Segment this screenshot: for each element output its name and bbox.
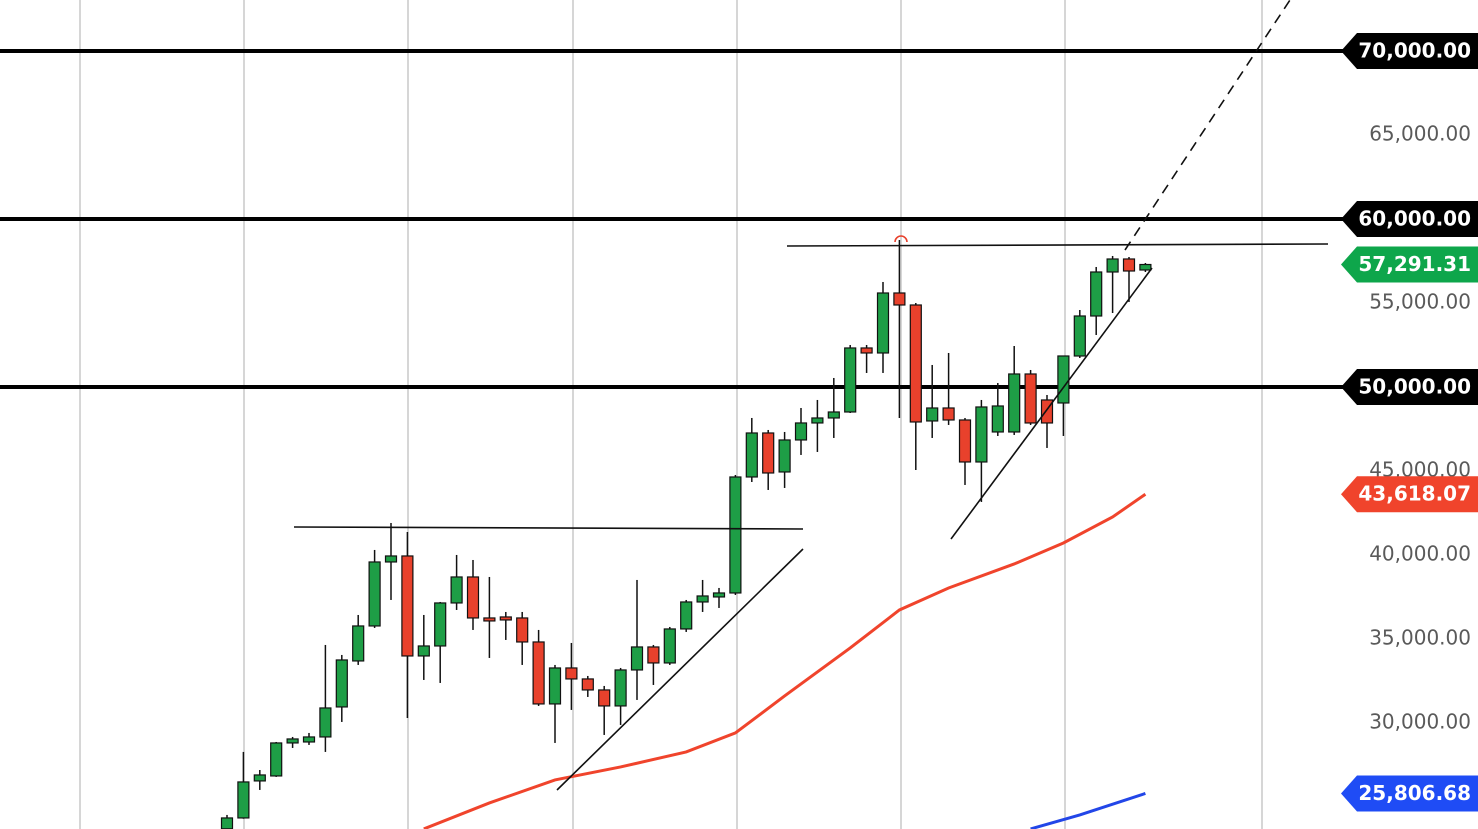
candle-body bbox=[1073, 315, 1086, 357]
candle-body bbox=[827, 411, 840, 419]
levels bbox=[0, 49, 1345, 389]
projection-line bbox=[1124, 0, 1291, 251]
price-tag-label: 25,806.68 bbox=[1358, 781, 1471, 805]
candle-body bbox=[302, 736, 316, 743]
candle-body bbox=[844, 347, 857, 413]
candle-body bbox=[516, 617, 529, 643]
ma-line bbox=[423, 492, 1147, 829]
resistance-line bbox=[786, 243, 1329, 247]
candle-body bbox=[860, 347, 873, 354]
price-tag-label: 43,618.07 bbox=[1358, 482, 1471, 506]
candle-body bbox=[548, 667, 562, 705]
price-tag bbox=[1341, 476, 1478, 513]
candle-body bbox=[368, 561, 381, 627]
candle-body bbox=[581, 678, 594, 691]
candle-body bbox=[1008, 373, 1021, 433]
y-tick-label: 35,000.00 bbox=[1369, 625, 1471, 649]
time-grid bbox=[79, 0, 1263, 829]
candle-body bbox=[893, 292, 906, 306]
candle-body bbox=[991, 405, 1004, 433]
ma-line bbox=[1030, 792, 1146, 829]
candle-body bbox=[319, 707, 332, 738]
candle-body bbox=[794, 422, 808, 441]
candle-body bbox=[434, 602, 447, 647]
moving-averages bbox=[423, 492, 1147, 829]
candle-body bbox=[630, 646, 644, 671]
price-tag-label: 70,000.00 bbox=[1358, 39, 1471, 63]
candle-body bbox=[1090, 271, 1103, 317]
candle-body bbox=[712, 592, 726, 598]
trend-line bbox=[556, 548, 804, 791]
price-tag-label: 50,000.00 bbox=[1358, 374, 1471, 398]
candle-body bbox=[909, 304, 922, 423]
candle-body bbox=[286, 738, 299, 744]
candle-body bbox=[1106, 258, 1119, 273]
candle-body bbox=[598, 689, 611, 707]
candle-body bbox=[384, 555, 398, 563]
price-tag bbox=[1341, 775, 1478, 812]
candle-body bbox=[270, 742, 283, 777]
peak-marker bbox=[894, 235, 908, 243]
candle-body bbox=[680, 601, 693, 630]
price-tag-label: 60,000.00 bbox=[1358, 207, 1471, 231]
candle-body bbox=[729, 476, 742, 594]
candle-body bbox=[745, 432, 758, 478]
candle-body bbox=[499, 616, 512, 621]
y-tick-label: 30,000.00 bbox=[1369, 709, 1471, 733]
candle-body bbox=[220, 817, 234, 829]
candle-body bbox=[1122, 258, 1136, 272]
candle-body bbox=[762, 432, 775, 474]
candle-body bbox=[942, 407, 955, 421]
candle-body bbox=[401, 555, 414, 657]
price-tag bbox=[1341, 246, 1478, 283]
candle-body bbox=[237, 781, 250, 819]
candle-body bbox=[663, 628, 676, 664]
candle-body bbox=[565, 667, 578, 680]
y-tick-label: 55,000.00 bbox=[1369, 290, 1471, 314]
price-axis: 30,000.0035,000.0040,000.0045,000.0050,0… bbox=[1341, 33, 1478, 812]
candle-body bbox=[532, 641, 545, 705]
candle-body bbox=[1139, 263, 1152, 271]
candle-body bbox=[466, 576, 480, 619]
candle-body bbox=[1024, 373, 1037, 424]
candle-body bbox=[696, 595, 709, 603]
candle-body bbox=[335, 659, 348, 708]
resistance-line bbox=[293, 526, 804, 530]
price-tag-label: 57,291.31 bbox=[1358, 252, 1471, 276]
candle-body bbox=[483, 617, 496, 622]
price-tag bbox=[1341, 368, 1478, 405]
trend-line bbox=[950, 267, 1153, 540]
price-tag bbox=[1341, 33, 1478, 70]
candle-body bbox=[811, 417, 824, 424]
candle-body bbox=[975, 406, 988, 463]
candle-body bbox=[647, 646, 660, 664]
candle-body bbox=[876, 292, 890, 354]
candle-body bbox=[450, 576, 463, 604]
price-tag bbox=[1341, 201, 1478, 238]
candle-body bbox=[1040, 399, 1054, 424]
y-tick-label: 65,000.00 bbox=[1369, 122, 1471, 146]
candle-body bbox=[352, 625, 365, 662]
y-tick-label: 40,000.00 bbox=[1369, 541, 1471, 565]
candle-body bbox=[253, 774, 266, 782]
candle-body bbox=[417, 645, 430, 657]
candle-body bbox=[958, 419, 972, 463]
candle-body bbox=[926, 407, 939, 422]
drawings bbox=[293, 0, 1329, 791]
candle-body bbox=[614, 669, 627, 707]
candle-body bbox=[778, 439, 791, 473]
candles bbox=[220, 239, 1152, 829]
candle-body bbox=[1057, 355, 1070, 404]
